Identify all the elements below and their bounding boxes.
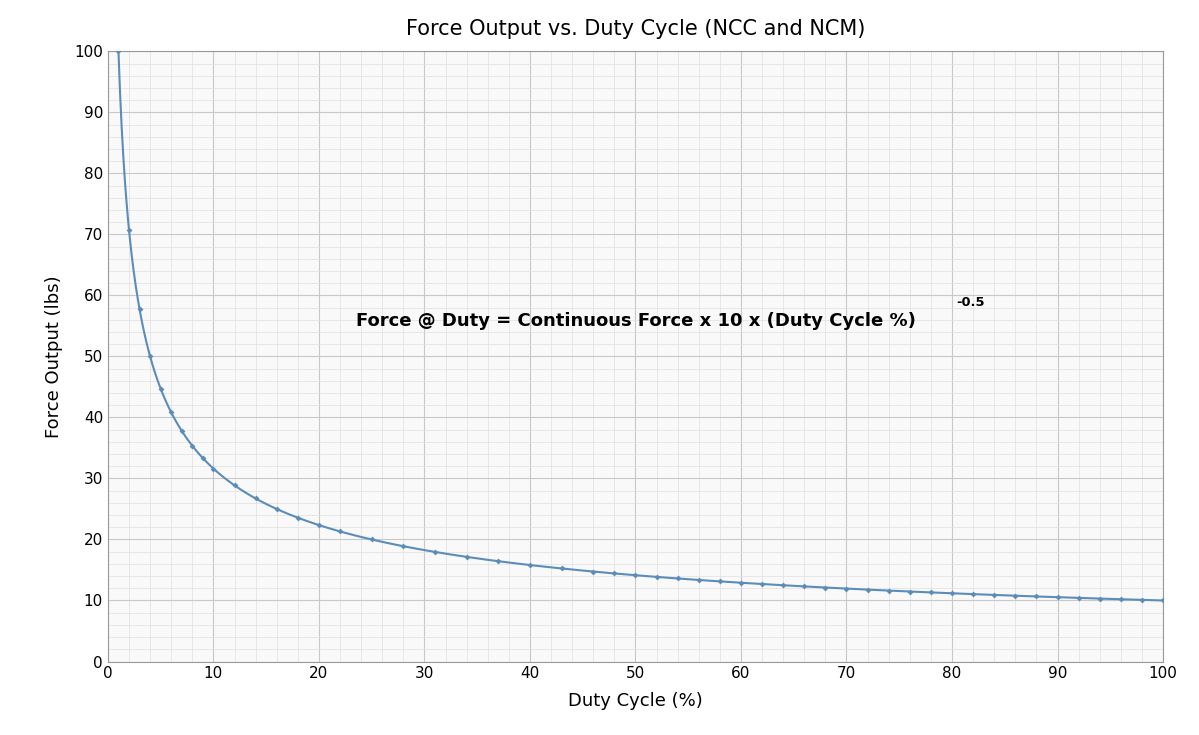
X-axis label: Duty Cycle (%): Duty Cycle (%) (568, 692, 703, 711)
Title: Force Output vs. Duty Cycle (NCC and NCM): Force Output vs. Duty Cycle (NCC and NCM… (405, 19, 866, 39)
Text: -0.5: -0.5 (957, 296, 986, 309)
Y-axis label: Force Output (lbs): Force Output (lbs) (46, 275, 64, 438)
Text: Force @ Duty = Continuous Force x 10 x (Duty Cycle %): Force @ Duty = Continuous Force x 10 x (… (356, 312, 915, 330)
